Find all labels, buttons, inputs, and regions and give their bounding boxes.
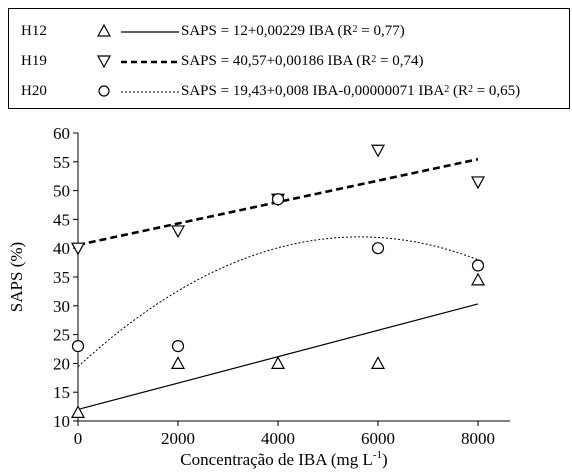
legend-equation: SAPS = 19,43+0,008 IBA-0,00000071 IBA2 (… [181, 83, 521, 99]
x-tick-label: 2000 [161, 429, 195, 448]
legend-line-solid [121, 31, 179, 33]
legend-series-name: H20 [21, 83, 47, 99]
x-tick-label: 8000 [461, 429, 495, 448]
triangle-down-icon [96, 55, 112, 69]
ticks: 10 15 20 25 30 35 40 45 50 55 60 0 2000 4000 6000 8000 [53, 124, 495, 448]
data-point-h19 [70, 242, 86, 256]
legend-equation: SAPS = 40,57+0,00186 IBA (R2 = 0,74) [181, 53, 424, 69]
x-tick-label: 4000 [261, 429, 295, 448]
y-tick-label: 60 [53, 124, 70, 143]
y-tick-label: 20 [53, 354, 70, 373]
legend-row-h20: H20 SAPS = 19,43+0,008 IBA-0,00000071 IB… [9, 81, 569, 105]
y-tick-label: 50 [53, 182, 70, 201]
data-point-h12 [70, 405, 86, 418]
data-point-h19 [470, 176, 486, 190]
y-tick-label: 55 [53, 153, 70, 172]
y-tick-label: 25 [53, 326, 70, 345]
axes [77, 133, 510, 422]
legend-series-name: H19 [21, 53, 47, 69]
x-tick-label: 6000 [361, 429, 395, 448]
data-point-h20 [371, 242, 385, 255]
data-point-h12 [170, 356, 186, 369]
y-tick-label: 40 [53, 239, 70, 258]
data-point-h19 [370, 144, 386, 158]
circle-icon [98, 85, 110, 97]
x-axis-label: Concentração de IBA (mg L-1) [180, 449, 387, 469]
legend-row-h19: H19 SAPS = 40,57+0,00186 IBA (R2 = 0,74) [9, 51, 569, 75]
legend-equation: SAPS = 12+0,00229 IBA (R2 = 0,77) [181, 23, 405, 39]
y-axis-label: SAPS (%) [7, 242, 26, 312]
y-tick-label: 15 [53, 383, 70, 402]
legend-series-name: H12 [21, 23, 47, 39]
triangle-up-icon [96, 23, 112, 37]
data-point-h20 [471, 259, 485, 272]
y-tick-label: 10 [53, 412, 70, 431]
data-point-h20 [171, 340, 185, 353]
data-point-h20 [271, 193, 285, 206]
legend-row-h12: H12 SAPS = 12+0,00229 IBA (R2 = 0,77) [9, 21, 569, 45]
data-point-h20 [71, 340, 85, 353]
data-point-h12 [370, 356, 386, 369]
y-tick-label: 45 [53, 210, 70, 229]
y-tick-label: 35 [53, 268, 70, 287]
y-tick-label: 30 [53, 297, 70, 316]
legend-line-dotted [121, 91, 179, 93]
x-tick-label: 0 [74, 429, 83, 448]
fit-line-h20 [77, 236, 479, 368]
data-point-h19 [170, 225, 186, 239]
legend: H12 SAPS = 12+0,00229 IBA (R2 = 0,77) H1… [8, 8, 570, 109]
data-point-h12 [270, 356, 286, 369]
data-point-h12 [470, 272, 486, 286]
data-points [70, 144, 486, 418]
